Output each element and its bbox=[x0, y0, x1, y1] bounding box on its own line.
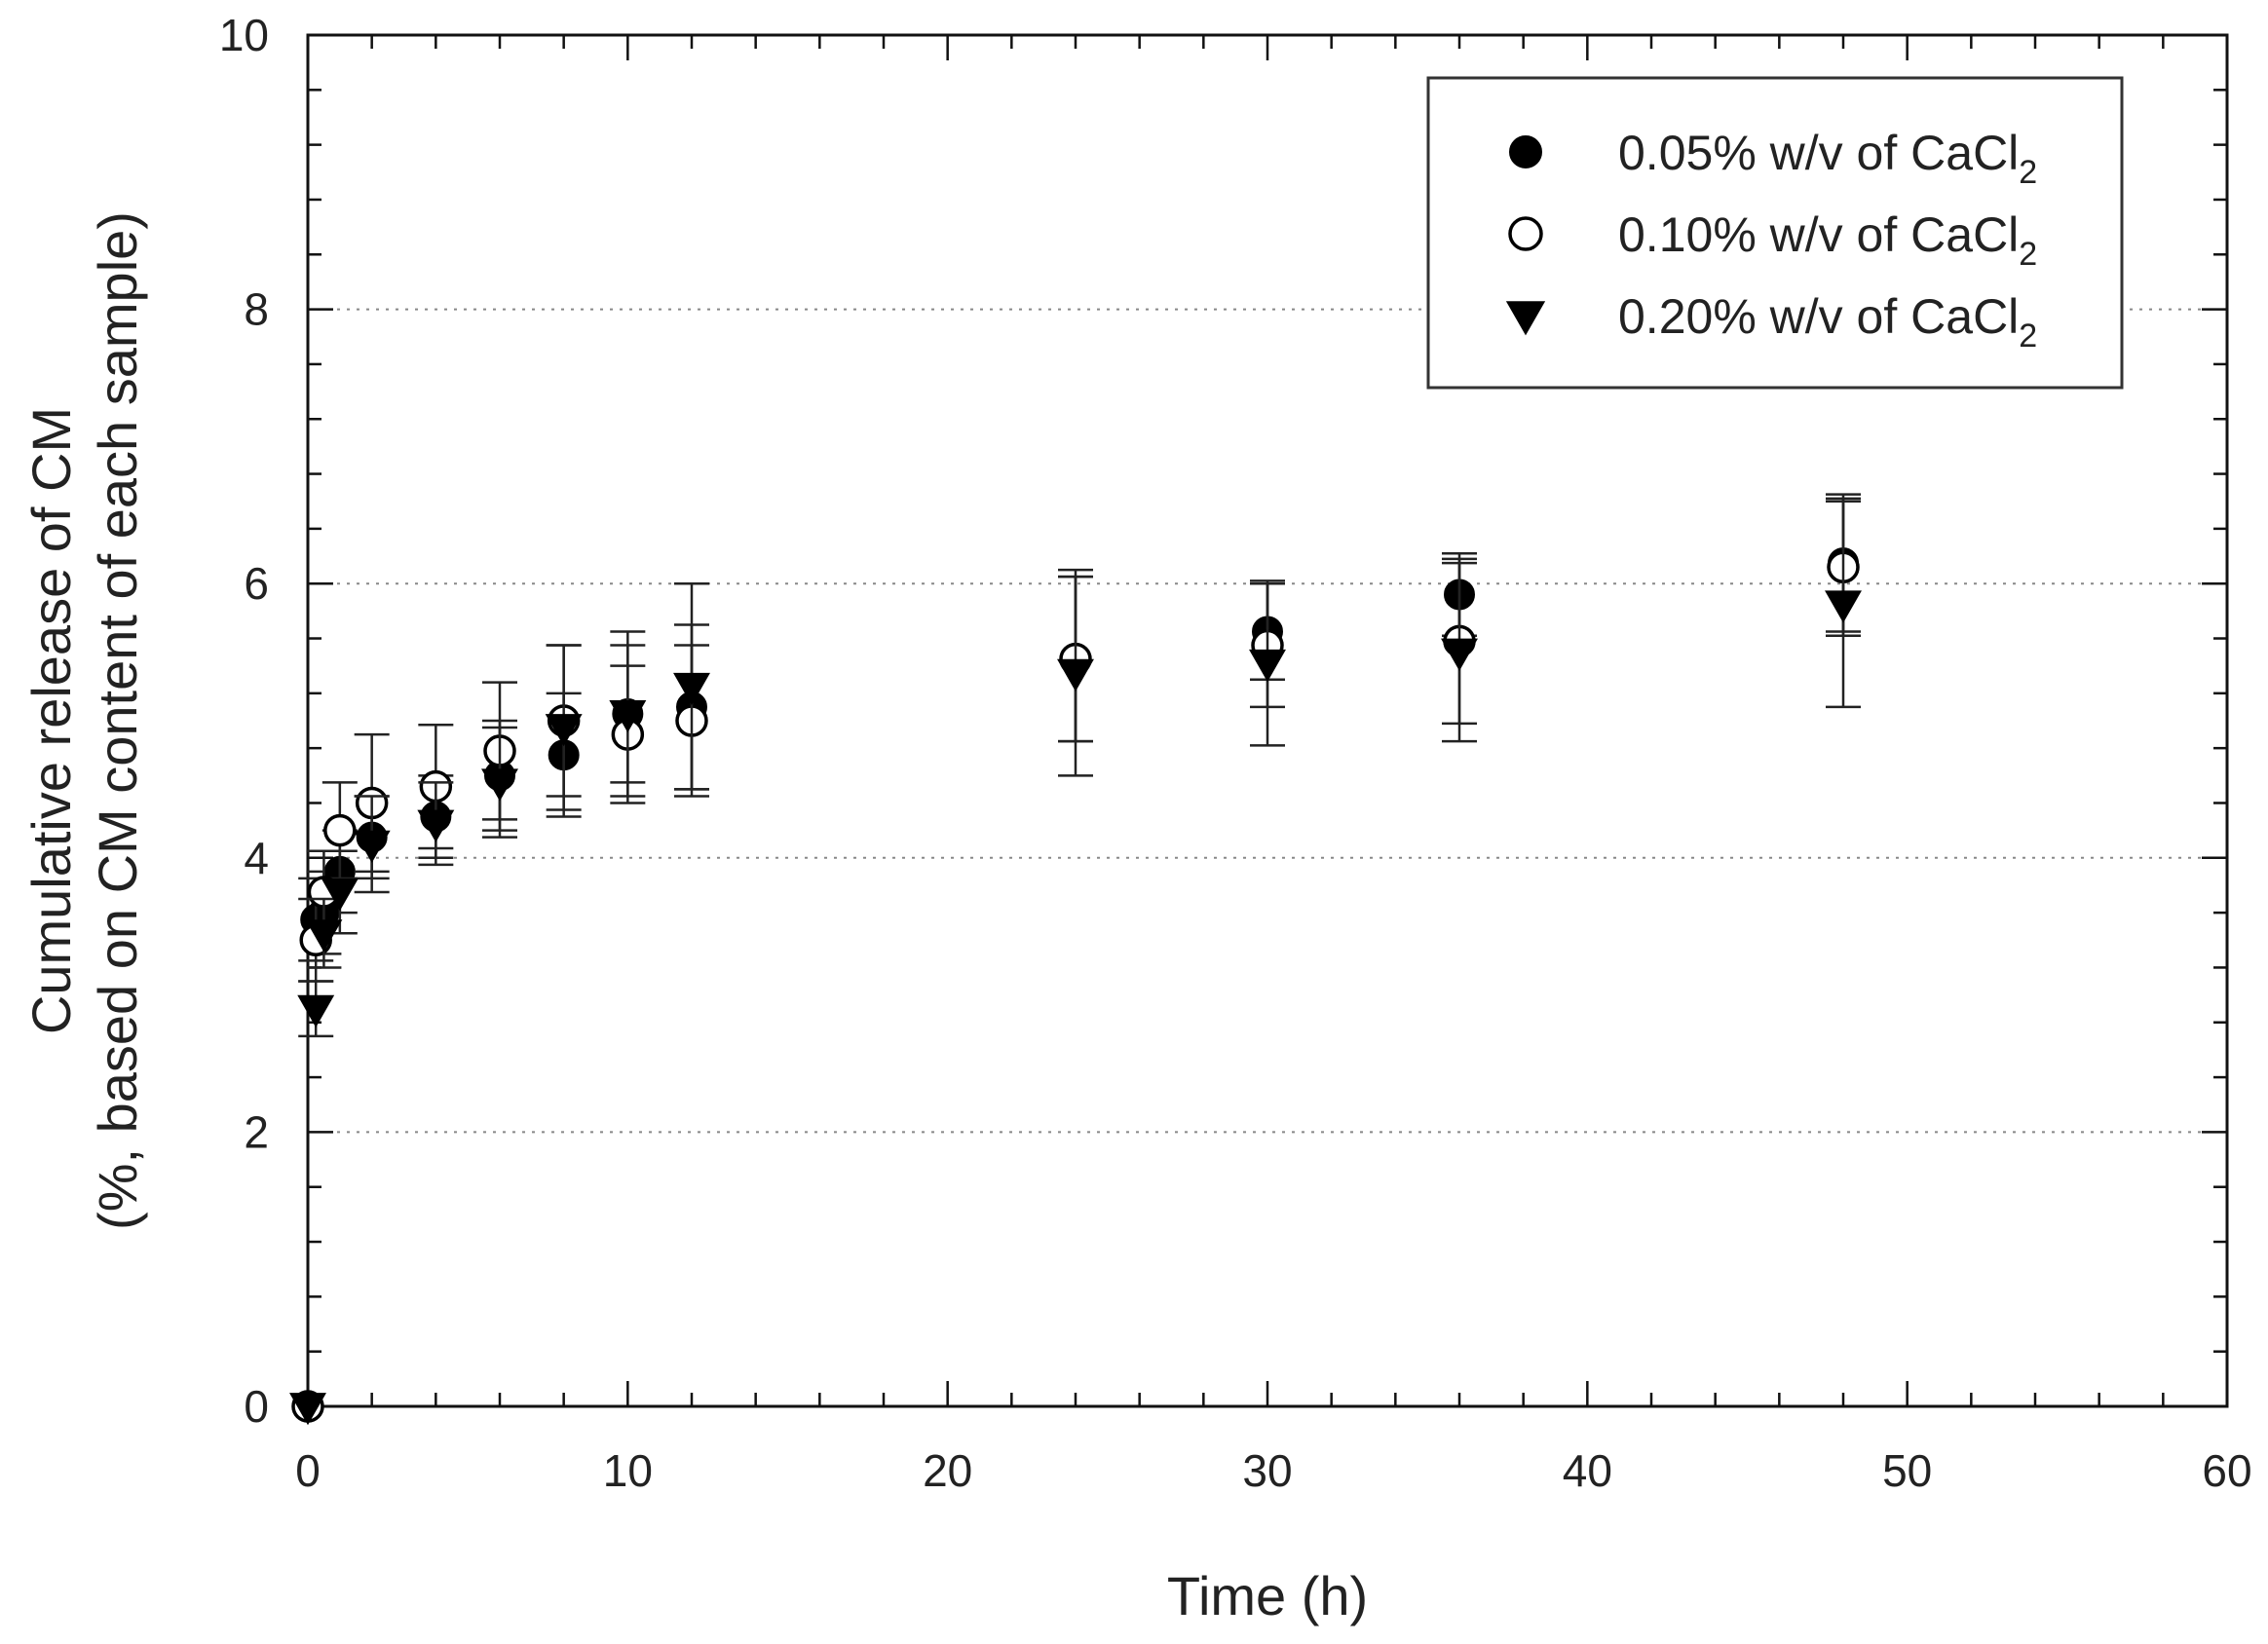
legend-label-text: 0.10% w/v of CaCl bbox=[1618, 207, 2019, 262]
legend-label: 0.20% w/v of CaCl2 bbox=[1618, 289, 2037, 355]
legend-label: 0.05% w/v of CaCl2 bbox=[1618, 126, 2037, 191]
y-tick-label: 10 bbox=[219, 10, 269, 60]
data-point-open-circle bbox=[323, 813, 357, 847]
x-tick-label: 40 bbox=[1563, 1445, 1612, 1496]
data-point-filled-triangle-down bbox=[481, 768, 518, 802]
data-point-filled-triangle-down bbox=[609, 700, 647, 733]
tick-labels: 0 10 20 30 40 50 60 0 2 4 6 8 10 bbox=[219, 10, 2252, 1496]
y-axis-label-line2: (%, based on CM content of each sample) bbox=[87, 211, 148, 1230]
x-tick-label: 20 bbox=[923, 1445, 972, 1496]
x-tick-label: 0 bbox=[295, 1445, 321, 1496]
y-tick-label: 4 bbox=[244, 833, 269, 883]
series-2 bbox=[291, 497, 1861, 1423]
legend-label-text: 0.20% w/v of CaCl bbox=[1618, 289, 2019, 344]
x-tick-label: 10 bbox=[603, 1445, 653, 1496]
data-points bbox=[289, 493, 1862, 1426]
y-tick-label: 6 bbox=[244, 558, 269, 609]
x-tick-label: 30 bbox=[1242, 1445, 1292, 1496]
data-point-filled-triangle-down bbox=[545, 714, 583, 747]
legend-label-subscript: 2 bbox=[2019, 154, 2037, 191]
x-tick-label: 60 bbox=[2202, 1445, 2251, 1496]
data-point-filled-triangle-down bbox=[1249, 649, 1286, 683]
data-point-filled-triangle-down bbox=[673, 672, 710, 706]
legend-label: 0.10% w/v of CaCl2 bbox=[1618, 207, 2037, 273]
data-point-filled-triangle-down bbox=[1057, 658, 1094, 691]
series-1 bbox=[292, 493, 1861, 1422]
data-point-filled-triangle-down bbox=[289, 1393, 326, 1426]
data-point-filled-triangle-down bbox=[353, 830, 391, 863]
x-tick-label: 50 bbox=[1882, 1445, 1932, 1496]
data-point-filled-triangle-down bbox=[305, 919, 343, 953]
y-tick-label: 8 bbox=[244, 284, 269, 335]
y-tick-label: 2 bbox=[244, 1106, 269, 1157]
legend-marker-open-circle bbox=[1508, 216, 1543, 251]
data-point-filled-triangle-down bbox=[297, 994, 335, 1028]
legend-box bbox=[1426, 76, 2124, 390]
legend-item: 0.10% w/v of CaCl2 bbox=[1508, 207, 2037, 273]
legend-item: 0.20% w/v of CaCl2 bbox=[1505, 289, 2037, 355]
data-point-filled-triangle-down bbox=[1441, 638, 1478, 671]
legend-item: 0.05% w/v of CaCl2 bbox=[1509, 126, 2037, 191]
data-point-filled-triangle-down bbox=[321, 878, 359, 912]
y-axis-label-line1: Cumulative release of CM bbox=[20, 407, 82, 1034]
series-3 bbox=[289, 500, 1862, 1426]
legend-marker-filled-circle bbox=[1509, 135, 1542, 168]
data-point-filled-triangle-down bbox=[417, 809, 455, 842]
legend-label-subscript: 2 bbox=[2019, 318, 2037, 355]
data-point-filled-triangle-down bbox=[1825, 590, 1862, 623]
legend-marker-filled-triangle-down bbox=[1505, 301, 1546, 336]
y-tick-label: 0 bbox=[244, 1381, 269, 1432]
x-axis-label: Time (h) bbox=[1167, 1565, 1368, 1626]
legend-label-subscript: 2 bbox=[2019, 236, 2037, 273]
legend-label-text: 0.05% w/v of CaCl bbox=[1618, 126, 2019, 180]
